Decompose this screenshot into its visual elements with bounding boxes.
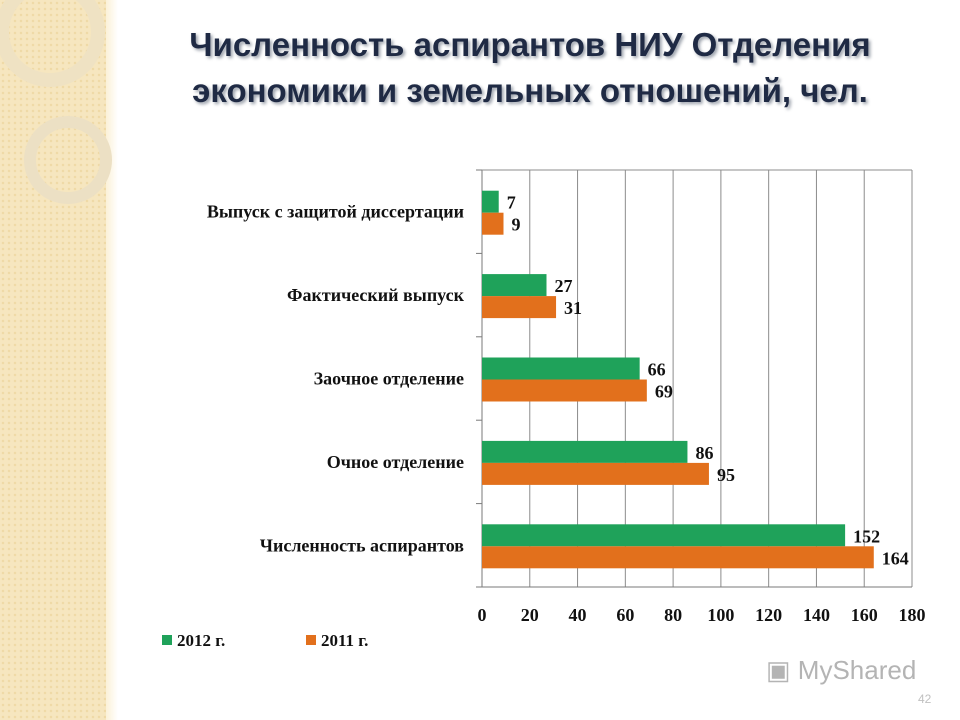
- decorative-rings: [0, 0, 112, 204]
- data-label: 7: [507, 193, 516, 213]
- category-label: Выпуск с защитой диссертации: [207, 202, 464, 222]
- bar: [482, 190, 499, 213]
- data-label: 86: [695, 443, 713, 463]
- legend-swatch: [162, 635, 172, 645]
- data-label: 69: [655, 382, 673, 402]
- slide-title: Численность аспирантов НИУ Отделения эко…: [150, 22, 910, 114]
- x-tick-label: 120: [755, 605, 782, 625]
- data-label: 27: [555, 276, 573, 296]
- data-label: 66: [648, 360, 666, 380]
- data-label: 164: [882, 548, 909, 568]
- page-number: 42: [918, 692, 932, 706]
- bar: [482, 212, 504, 235]
- data-label: 9: [512, 215, 521, 235]
- data-label: 95: [717, 465, 735, 485]
- legend-label: 2011 г.: [321, 631, 368, 650]
- category-label: Численность аспирантов: [260, 535, 465, 555]
- bar: [482, 357, 640, 380]
- watermark-text: MyShared: [797, 655, 917, 685]
- x-tick-label: 60: [616, 605, 634, 625]
- bar: [482, 440, 688, 463]
- category-label: Фактический выпуск: [287, 285, 465, 305]
- bar: [482, 546, 874, 569]
- bar: [482, 274, 547, 297]
- legend-label: 2012 г.: [177, 631, 225, 650]
- x-tick-label: 160: [851, 605, 878, 625]
- x-tick-label: 0: [478, 605, 487, 625]
- bar: [482, 462, 709, 485]
- x-tick-label: 100: [707, 605, 734, 625]
- slide-title-line-1: Численность аспирантов НИУ Отделения: [189, 26, 871, 63]
- data-label: 152: [853, 526, 880, 546]
- slide-title-line-2: экономики и земельных отношений, чел.: [192, 72, 868, 109]
- x-tick-label: 80: [664, 605, 682, 625]
- watermark-logo: ▣ MyShared: [766, 655, 916, 686]
- decorative-side-band-edge: [106, 0, 118, 720]
- watermark-icon: ▣: [766, 655, 798, 685]
- data-label: 31: [564, 298, 582, 318]
- bar: [482, 379, 647, 402]
- plot-area: 0 20 40 60 80 100 120 140 160 180 Выпуск с защитой…: [162, 169, 926, 650]
- category-label: Заочное отделение: [314, 369, 464, 389]
- legend-swatch: [306, 635, 316, 645]
- x-tick-label: 140: [803, 605, 830, 625]
- bar: [482, 524, 846, 547]
- x-tick-label: 20: [521, 605, 539, 625]
- bar: [482, 296, 557, 319]
- x-tick-label: 180: [899, 605, 926, 625]
- x-tick-label: 40: [569, 605, 587, 625]
- category-label: Очное отделение: [327, 452, 464, 472]
